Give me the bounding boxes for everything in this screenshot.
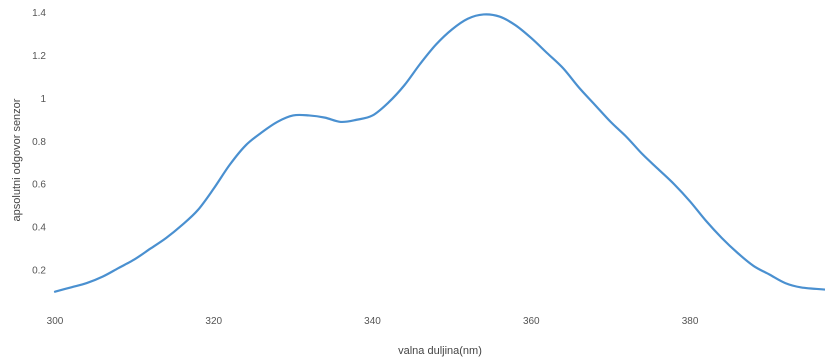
- y-tick-label: 1.2: [32, 51, 46, 62]
- series-line-0: [53, 13, 825, 293]
- x-tick-label: 300: [47, 316, 64, 327]
- x-tick-label: 320: [205, 316, 222, 327]
- x-tick-label: 340: [364, 316, 381, 327]
- y-tick-label: 0.2: [32, 266, 46, 277]
- y-tick-label: 0.6: [32, 180, 46, 191]
- y-tick-label: 1.4: [32, 8, 46, 19]
- x-axis-label: valna duljina(nm): [398, 345, 482, 357]
- y-axis-label: apsolutni odgovor senzor: [11, 98, 23, 221]
- x-tick-label: 380: [682, 316, 699, 327]
- x-axis-ticks: 300 320 340 360 380: [47, 316, 699, 327]
- series-layer: [53, 13, 825, 293]
- y-tick-label: 0.8: [32, 137, 46, 148]
- y-tick-label: 1: [40, 94, 46, 105]
- x-tick-label: 360: [523, 316, 540, 327]
- y-axis-ticks: 0.2 0.4 0.6 0.8 1 1.2 1.4: [32, 8, 46, 277]
- y-tick-label: 0.4: [32, 223, 46, 234]
